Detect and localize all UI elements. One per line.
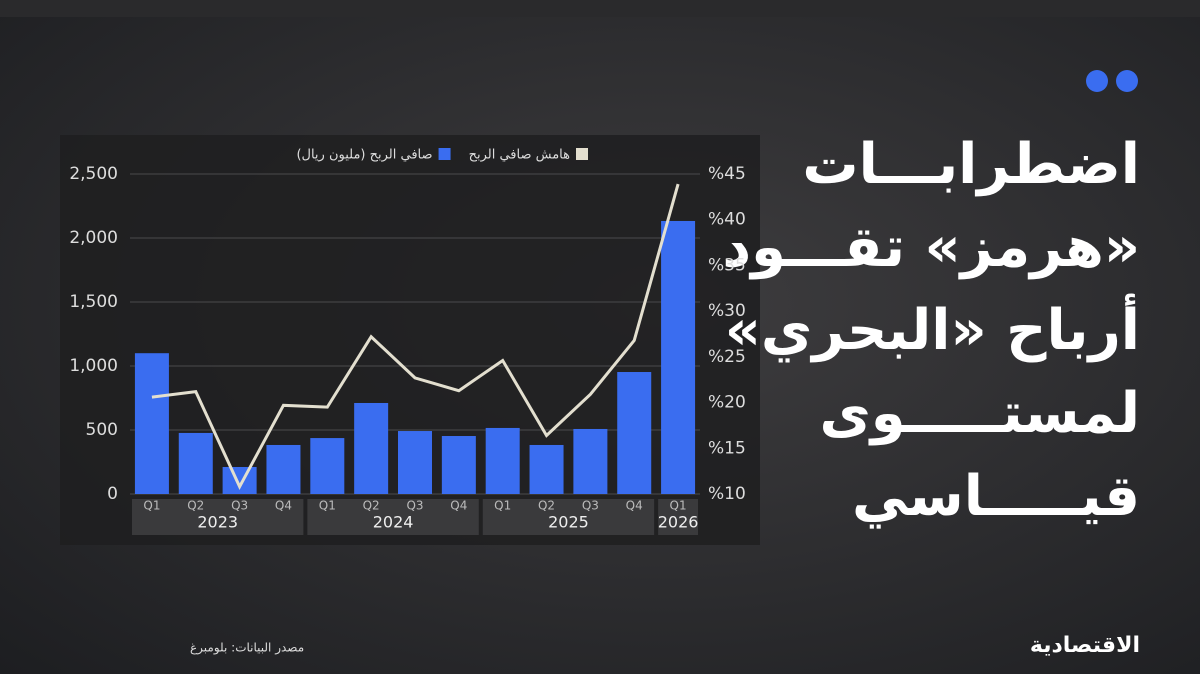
year-group: [658, 499, 698, 535]
x-tick-label: Q3: [231, 499, 248, 513]
y2-tick-label: %30: [708, 301, 746, 321]
y2-tick-label: %25: [708, 347, 746, 367]
year-group: [307, 499, 479, 535]
year-label: 2025: [548, 513, 589, 532]
x-tick-label: Q2: [187, 499, 204, 513]
year-label: 2024: [373, 513, 414, 532]
y-tick-label: 1,000: [69, 356, 118, 376]
headline: قيـــــاسي: [852, 464, 1140, 529]
bar: [529, 444, 564, 494]
dot: [1116, 70, 1138, 92]
legend-swatch: [576, 148, 588, 160]
y2-tick-label: %20: [708, 393, 746, 413]
x-tick-label: Q2: [538, 499, 555, 513]
x-tick-label: Q2: [363, 499, 380, 513]
dot: [1086, 70, 1108, 92]
line: [151, 183, 680, 491]
y-tick-label: 500: [86, 420, 118, 440]
y2-tick-label: %40: [708, 210, 746, 230]
x-tick-label: Q3: [582, 499, 599, 513]
y2-tick-label: %10: [708, 484, 746, 504]
bar: [134, 353, 169, 494]
headline: أرباح «البحري»: [725, 293, 1140, 363]
y2-tick-label: %35: [708, 255, 746, 275]
legend-label: هامش صافي الربح: [469, 148, 571, 163]
x-tick-label: Q4: [626, 499, 643, 513]
bar: [661, 220, 696, 494]
logo: الاقتصادية: [1030, 633, 1140, 658]
y-tick-label: 1,500: [69, 292, 118, 312]
headline: «هرمز» تقـــود: [722, 215, 1140, 280]
year-label: 2023: [197, 513, 238, 532]
x-tick-label: Q4: [450, 499, 467, 513]
year-label: 2026: [658, 513, 699, 532]
bar: [617, 372, 652, 494]
y2-tick-label: %15: [708, 438, 746, 458]
bar: [222, 466, 257, 494]
year-group: [482, 499, 655, 535]
legend-swatch: [438, 148, 451, 160]
x-tick-label: Q3: [406, 499, 423, 513]
x-tick-label: Q1: [143, 499, 160, 513]
legend-label: صافي الربح (مليون ريال): [296, 148, 432, 163]
bar: [354, 402, 389, 494]
bar: [178, 432, 213, 494]
top-strip: [0, 0, 1200, 17]
bar: [485, 427, 520, 494]
y2-tick-label: %45: [708, 164, 746, 184]
bar: [398, 431, 432, 494]
x-tick-label: Q1: [670, 499, 687, 513]
y-tick-label: 2,000: [69, 228, 118, 248]
headline: اضطرابـــات: [802, 132, 1140, 197]
bar: [266, 444, 301, 494]
year-group: [132, 499, 304, 535]
y-tick-label: 2,500: [69, 164, 118, 184]
x-tick-label: Q4: [275, 499, 292, 513]
bar: [573, 428, 608, 494]
y-tick-label: 0: [107, 484, 118, 504]
bar: [310, 438, 345, 494]
x-tick-label: Q1: [494, 499, 511, 513]
bar: [441, 436, 476, 494]
x-tick-label: Q1: [319, 499, 336, 513]
headline: لمستـــــوى: [819, 381, 1140, 446]
source: مصدر البيانات: بلومبرغ: [190, 641, 304, 656]
